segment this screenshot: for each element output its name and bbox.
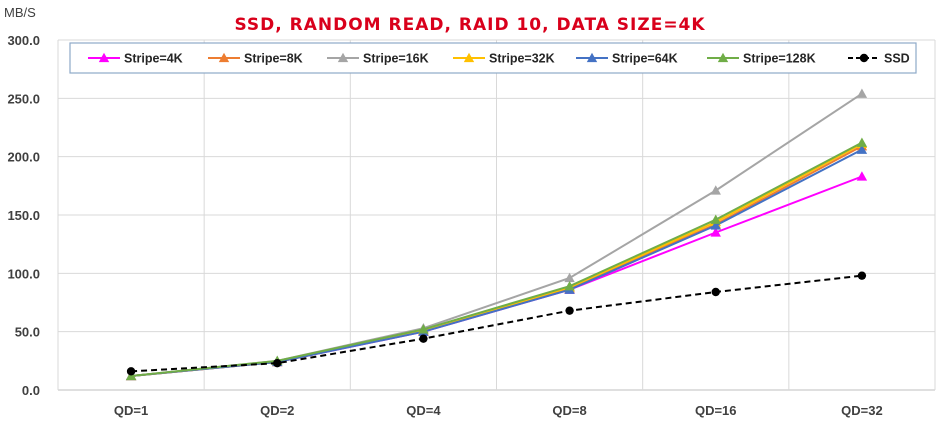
legend: Stripe=4K Stripe=8K Stripe=16K Stripe=32K St… bbox=[69, 42, 917, 74]
data-point bbox=[418, 324, 429, 334]
x-tick-label: QD=16 bbox=[695, 403, 737, 418]
legend-item: Stripe=16K bbox=[327, 52, 429, 66]
chart-title: SSD, RANDOM READ, RAID 10, DATA SIZE=4K bbox=[234, 15, 705, 35]
legend-item: Stripe=64K bbox=[576, 52, 678, 66]
series-stripe-128k bbox=[125, 137, 868, 381]
legend-label: SSD bbox=[884, 52, 910, 66]
legend-marker bbox=[463, 52, 475, 63]
data-point bbox=[856, 137, 868, 147]
legend-item: Stripe=128K bbox=[707, 52, 816, 66]
legend-label: Stripe=32K bbox=[489, 52, 555, 66]
x-tick-label: QD=8 bbox=[552, 403, 586, 418]
legend-label: Stripe=128K bbox=[743, 52, 816, 66]
y-tick-label: 100.0 bbox=[7, 266, 40, 281]
data-point bbox=[710, 214, 721, 224]
legend-marker bbox=[337, 52, 349, 63]
x-tick-label: QD=1 bbox=[114, 403, 148, 418]
legend-item: SSD bbox=[848, 52, 910, 66]
legend-label: Stripe=16K bbox=[363, 52, 429, 66]
data-point bbox=[126, 367, 136, 376]
data-point bbox=[564, 280, 575, 291]
legend-marker bbox=[586, 52, 598, 63]
legend-item: Stripe=32K bbox=[453, 52, 555, 66]
x-tick-label: QD=2 bbox=[260, 403, 294, 418]
data-point bbox=[856, 171, 868, 181]
data-point bbox=[564, 272, 575, 283]
y-axis-label: MB/S bbox=[4, 5, 36, 20]
y-tick-label: 50.0 bbox=[15, 325, 40, 340]
axes: 0.0 50.0 100.0 150.0 200.0 250.0 300.0 QD=1 QD=2… bbox=[7, 33, 882, 418]
data-point bbox=[856, 144, 868, 154]
series-line bbox=[131, 274, 863, 373]
series-lines bbox=[125, 88, 868, 381]
legend-item: Stripe=4K bbox=[88, 52, 183, 66]
legend-label: Stripe=8K bbox=[244, 52, 303, 66]
data-point bbox=[419, 334, 428, 343]
gridlines bbox=[57, 39, 936, 391]
legend-marker bbox=[218, 52, 230, 63]
data-point bbox=[856, 88, 868, 98]
data-point bbox=[857, 271, 867, 280]
y-tick-label: 0.0 bbox=[22, 383, 40, 398]
y-tick-label: 150.0 bbox=[7, 208, 40, 223]
series-ssd bbox=[126, 271, 867, 376]
series-line bbox=[130, 141, 863, 377]
legend-marker bbox=[98, 52, 110, 63]
y-tick-label: 200.0 bbox=[7, 150, 40, 165]
data-point bbox=[710, 185, 721, 195]
y-tick-label: 250.0 bbox=[7, 91, 40, 106]
legend-marker bbox=[717, 52, 729, 63]
x-tick-label: QD=4 bbox=[406, 403, 441, 418]
data-point bbox=[710, 227, 721, 237]
data-point bbox=[711, 287, 720, 297]
legend-label: Stripe=4K bbox=[124, 52, 183, 66]
y-tick-label: 300.0 bbox=[7, 33, 40, 48]
legend-item: Stripe=8K bbox=[208, 52, 303, 66]
data-point bbox=[273, 358, 282, 368]
data-point bbox=[710, 220, 721, 230]
legend-marker bbox=[859, 53, 869, 63]
legend-label: Stripe=64K bbox=[612, 52, 678, 66]
data-point bbox=[565, 306, 574, 315]
x-tick-label: QD=32 bbox=[841, 403, 883, 418]
